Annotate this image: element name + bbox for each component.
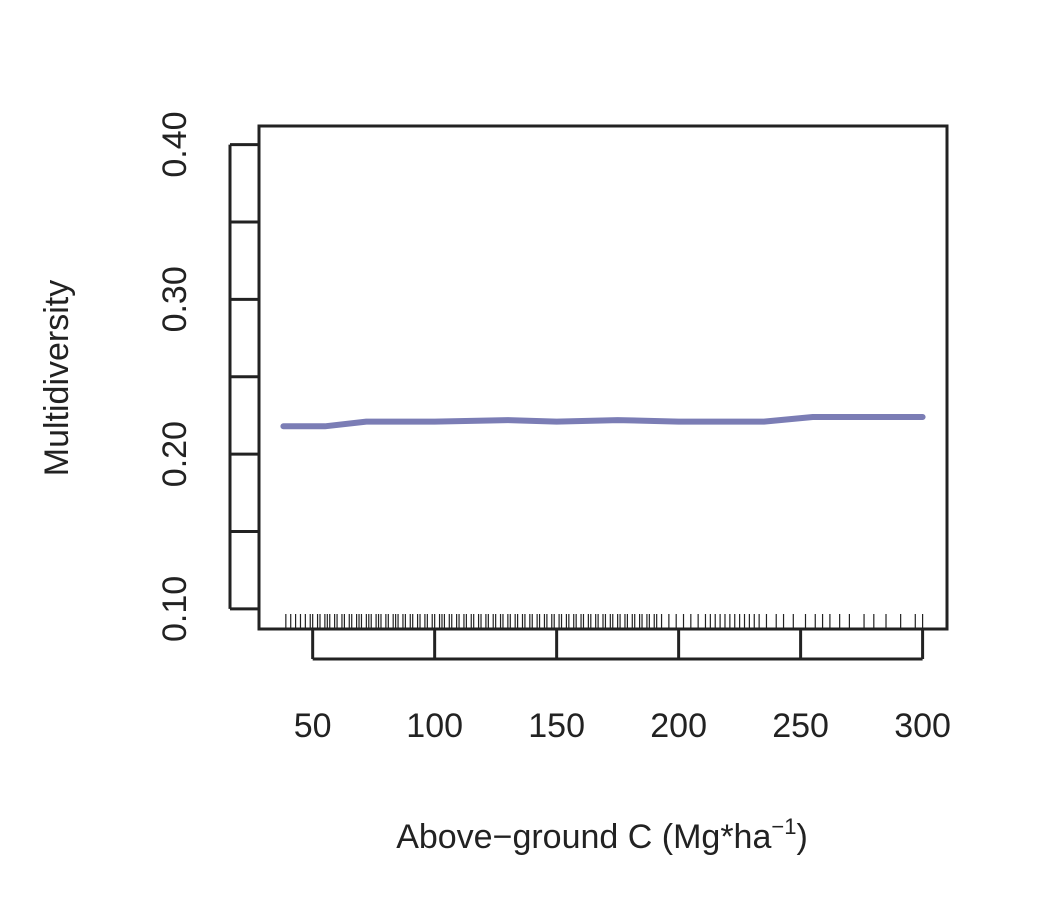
y-axis-title: Multidiversity — [38, 280, 76, 476]
x-axis-title-superscript: −1 — [771, 814, 796, 839]
plot-frame — [257, 124, 949, 631]
x-axis-title-main: Above−ground C (Mg*ha — [396, 818, 771, 856]
x-tick-label: 200 — [650, 707, 707, 745]
y-tick-label: 0.10 — [156, 576, 194, 642]
x-axis-title-close: ) — [796, 818, 807, 856]
series-layer — [280, 414, 926, 430]
y-axis: 0.10 0.20 0.30 0.40 — [156, 111, 259, 642]
y-tick-label: 0.20 — [156, 421, 194, 487]
x-tick-label: 300 — [894, 707, 951, 745]
x-tick-label: 100 — [406, 707, 463, 745]
x-tick-label: 250 — [772, 707, 829, 745]
y-tick-label: 0.30 — [156, 266, 194, 332]
x-tick-label: 50 — [294, 707, 332, 745]
y-tick-label: 0.40 — [156, 111, 194, 177]
series-line — [280, 414, 926, 430]
x-axis: 50 100 150 200 250 300 — [294, 629, 951, 745]
rug-marks — [285, 614, 924, 629]
x-tick-label: 150 — [528, 707, 585, 745]
x-axis-title: Above−ground C (Mg*ha−1) — [396, 814, 808, 856]
